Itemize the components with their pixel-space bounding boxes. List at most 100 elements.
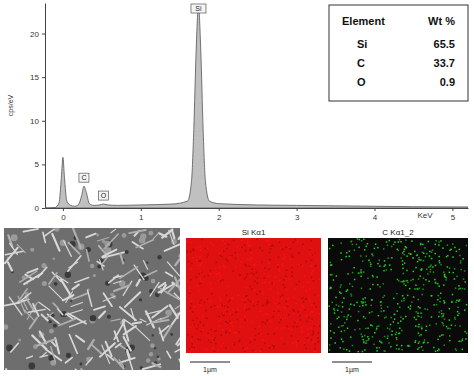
map-speckle	[242, 347, 244, 349]
map-speckle	[453, 272, 455, 274]
map-speckle	[196, 277, 198, 279]
map-speckle	[267, 320, 269, 322]
map-speckle	[337, 310, 339, 312]
map-speckle	[234, 252, 236, 254]
map-speckle	[330, 262, 332, 264]
map-speckle	[443, 271, 445, 273]
x-tick-mark	[452, 208, 453, 211]
map-speckle	[426, 269, 428, 271]
map-speckle	[396, 344, 398, 346]
map-speckle	[393, 321, 395, 323]
map-speckle	[270, 288, 272, 290]
map-speckle	[292, 257, 294, 259]
table-value: 65.5	[434, 38, 455, 50]
map-speckle	[401, 300, 403, 302]
map-speckle	[330, 323, 332, 325]
sem-grain	[139, 237, 145, 243]
map-speckle	[227, 286, 229, 288]
x-tick-label: 2	[217, 213, 222, 222]
map-speckle	[329, 344, 331, 346]
map-speckle	[230, 321, 232, 323]
map-speckle	[418, 257, 420, 259]
map-speckle	[292, 342, 294, 344]
map-speckle	[361, 333, 363, 335]
sem-rod	[73, 228, 81, 248]
sem-rod	[125, 292, 140, 307]
sem-grain	[139, 298, 142, 301]
sem-rod	[114, 358, 123, 368]
map-speckle	[297, 241, 299, 243]
map-speckle	[371, 299, 373, 301]
map-speckle	[434, 279, 436, 281]
map-speckle	[245, 348, 247, 350]
map-speckle	[443, 313, 445, 315]
map-speckle	[268, 275, 270, 277]
map-speckle	[256, 283, 258, 285]
map-speckle	[224, 304, 226, 306]
map-speckle	[367, 327, 369, 329]
map-speckle	[274, 276, 276, 278]
map-speckle	[282, 327, 284, 329]
map-speckle	[201, 272, 203, 274]
map-speckle	[216, 262, 218, 264]
map-speckle	[272, 245, 274, 247]
map-speckle	[313, 333, 315, 335]
map-speckle	[282, 266, 284, 268]
sem-rod	[58, 309, 63, 315]
map-speckle	[389, 240, 391, 242]
map-speckle	[458, 288, 460, 290]
sem-rod	[111, 319, 120, 321]
map-speckle	[239, 332, 241, 334]
map-speckle	[278, 257, 280, 259]
map-speckle	[403, 251, 405, 253]
map-speckle	[192, 320, 194, 322]
map-speckle	[278, 314, 280, 316]
plot-area	[45, 6, 468, 208]
map-speckle	[199, 260, 201, 262]
x-tick: 3	[295, 208, 300, 222]
map-speckle	[236, 311, 238, 313]
sem-rod	[129, 230, 145, 233]
map-speckle	[219, 325, 221, 327]
sem-rod	[120, 345, 125, 348]
map-speckle	[335, 297, 337, 299]
map-speckle	[318, 295, 320, 297]
map-speckle	[282, 258, 284, 260]
map-speckle	[374, 332, 376, 334]
map-speckle	[404, 262, 406, 264]
map-speckle	[186, 251, 188, 253]
map-speckle	[363, 239, 365, 241]
map-speckle	[244, 319, 246, 321]
sem-rod	[99, 311, 105, 317]
map-speckle	[352, 272, 354, 274]
map-speckle	[350, 293, 352, 295]
sem-rod	[6, 369, 13, 370]
map-speckle	[250, 252, 252, 254]
map-speckle	[352, 286, 354, 288]
map-speckle	[402, 318, 404, 320]
map-speckle	[403, 283, 405, 285]
peak-label-box	[79, 173, 89, 182]
map-speckle	[436, 304, 438, 306]
x-tick: 0	[61, 208, 66, 222]
map-speckle	[256, 294, 258, 296]
map-speckle	[219, 273, 221, 275]
map-speckle	[226, 248, 228, 250]
map-speckle	[464, 331, 466, 333]
map-speckle	[297, 340, 299, 342]
map-speckle	[449, 272, 451, 274]
map-speckle	[333, 279, 335, 281]
map-speckle	[221, 305, 223, 307]
map-speckle	[200, 250, 202, 252]
map-speckle	[430, 266, 432, 268]
map-speckle	[346, 319, 348, 321]
map-speckle	[298, 264, 300, 266]
map-speckle	[300, 319, 302, 321]
map-speckle	[299, 315, 301, 317]
map-speckle	[387, 327, 389, 329]
map-speckle	[255, 335, 257, 337]
sem-rod	[143, 261, 147, 270]
sem-rod	[65, 310, 82, 315]
map-speckle	[305, 315, 307, 317]
map-speckle	[403, 280, 405, 282]
